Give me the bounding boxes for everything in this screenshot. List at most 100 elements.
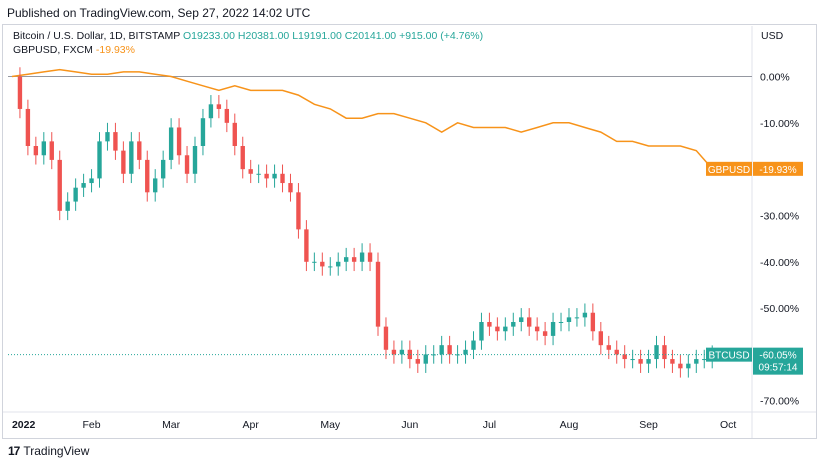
btcusd-candle — [145, 159, 150, 193]
btcusd-candle — [264, 173, 269, 179]
x-tick-label: 2022 — [12, 419, 36, 431]
btcusd-candle — [336, 261, 341, 267]
btc-low-value: L19191.00 — [292, 30, 342, 42]
x-tick-label: Sep — [639, 419, 658, 431]
x-tick-label: Apr — [243, 419, 260, 431]
gbp-change-value: -19.93% — [95, 44, 135, 56]
btcusd-candle — [431, 354, 436, 356]
gbp-symbol-label[interactable]: GBPUSD, FXCM — [13, 44, 93, 56]
btcusd-candle — [328, 266, 333, 268]
published-caption: Published on TradingView.com, Sep 27, 20… — [7, 6, 311, 20]
btcusd-candle — [192, 146, 198, 174]
btcusd-candle — [375, 261, 381, 327]
btcusd-candle — [137, 141, 142, 160]
btcusd-candle — [280, 173, 285, 184]
tradingview-brand[interactable]: 17 TradingView — [8, 444, 89, 458]
btcusd-candle — [495, 326, 500, 332]
btcusd-candle — [41, 141, 46, 156]
btcusd-candle — [550, 322, 556, 336]
x-tick-label: May — [320, 419, 341, 431]
btcusd-candle — [359, 252, 365, 262]
btcusd-candle — [121, 150, 126, 174]
btcusd-candle — [208, 104, 214, 119]
btcusd-candle — [343, 257, 349, 262]
btcusd-candle — [558, 322, 564, 323]
btcusd-candle — [646, 359, 651, 364]
btc-high-value: H20381.00 — [237, 30, 290, 42]
btcusd-candle — [487, 322, 492, 327]
currency-label[interactable]: USD — [761, 30, 784, 42]
btcusd-candle — [463, 349, 468, 355]
btcusd-candle — [527, 317, 532, 327]
btcusd-candle — [670, 359, 675, 364]
btcusd-candle — [153, 178, 158, 193]
btcusd-candle — [97, 141, 102, 179]
btcusd-tag-box — [706, 347, 752, 362]
btcusd-candle — [686, 363, 691, 369]
btcusd-candle — [519, 317, 524, 322]
btcusd-candle — [702, 359, 707, 361]
btcusd-candle — [455, 354, 460, 356]
btcusd-candle — [399, 349, 405, 355]
btcusd-candle — [288, 183, 293, 193]
btcusd-candle — [590, 312, 596, 332]
y-tick-label: -50.00% — [760, 303, 799, 315]
btcusd-candle — [272, 173, 277, 179]
btcusd-candle — [383, 326, 389, 350]
btcusd-candle — [574, 317, 580, 319]
btcusd-candle — [129, 141, 134, 174]
btcusd-candle — [240, 146, 245, 170]
x-tick-label: Feb — [83, 419, 101, 431]
y-tick-label: -30.00% — [760, 210, 799, 222]
btcusd-candle — [65, 201, 70, 211]
btcusd-countdown-label: 09:57:14 — [759, 363, 798, 374]
btcusd-candle — [503, 326, 508, 332]
btcusd-candle — [407, 349, 413, 360]
y-tick-label: 0.00% — [760, 72, 790, 84]
btcusd-candle — [622, 354, 627, 360]
btcusd-candle — [304, 229, 309, 262]
y-tick-label: -40.00% — [760, 257, 799, 269]
x-tick-label: Aug — [560, 419, 579, 431]
btcusd-candle — [367, 252, 373, 262]
btcusd-value-box — [753, 347, 803, 375]
btcusd-candle — [654, 345, 659, 360]
x-tick-label: Mar — [162, 419, 181, 431]
btcusd-candle — [89, 178, 94, 184]
btcusd-candle — [160, 159, 166, 179]
brand-name: TradingView — [23, 444, 90, 458]
btcusd-candle — [168, 127, 174, 160]
gbpusd-tag-label: GBPUSD — [708, 165, 750, 176]
btcusd-candle — [248, 169, 253, 174]
btcusd-candle — [17, 76, 23, 109]
btcusd-candle — [57, 159, 62, 211]
btcusd-candle — [511, 322, 516, 327]
btcusd-candle — [447, 345, 452, 355]
btcusd-candle — [614, 349, 619, 355]
tradingview-logo-icon: 17 — [8, 444, 20, 458]
btcusd-candle — [216, 104, 222, 109]
btcusd-candle — [678, 363, 683, 369]
btcusd-candle — [312, 261, 317, 263]
btcusd-candle — [566, 317, 572, 322]
btcusd-candle — [73, 187, 78, 202]
btc-change-value: +915.00 (+4.76%) — [399, 30, 484, 42]
gbp-legend: GBPUSD, FXCM -19.93% — [13, 44, 135, 56]
gbpusd-series-line — [11, 68, 713, 170]
btcusd-value-label: -60.05% — [759, 351, 796, 362]
btcusd-candle — [81, 183, 86, 188]
btcusd-candle — [256, 173, 261, 175]
btcusd-candle — [694, 359, 699, 364]
btcusd-candle — [415, 359, 420, 364]
btcusd-candle — [184, 155, 190, 174]
btcusd-candle — [598, 331, 604, 346]
btcusd-candle — [542, 331, 548, 336]
btcusd-candle — [296, 192, 301, 230]
chart-frame — [2, 24, 817, 439]
btcusd-candle — [534, 326, 540, 332]
btcusd-candle — [423, 354, 428, 364]
btc-symbol-label[interactable]: Bitcoin / U.S. Dollar, 1D, BITSTAMP — [13, 30, 181, 42]
x-tick-label: Jun — [401, 419, 418, 431]
